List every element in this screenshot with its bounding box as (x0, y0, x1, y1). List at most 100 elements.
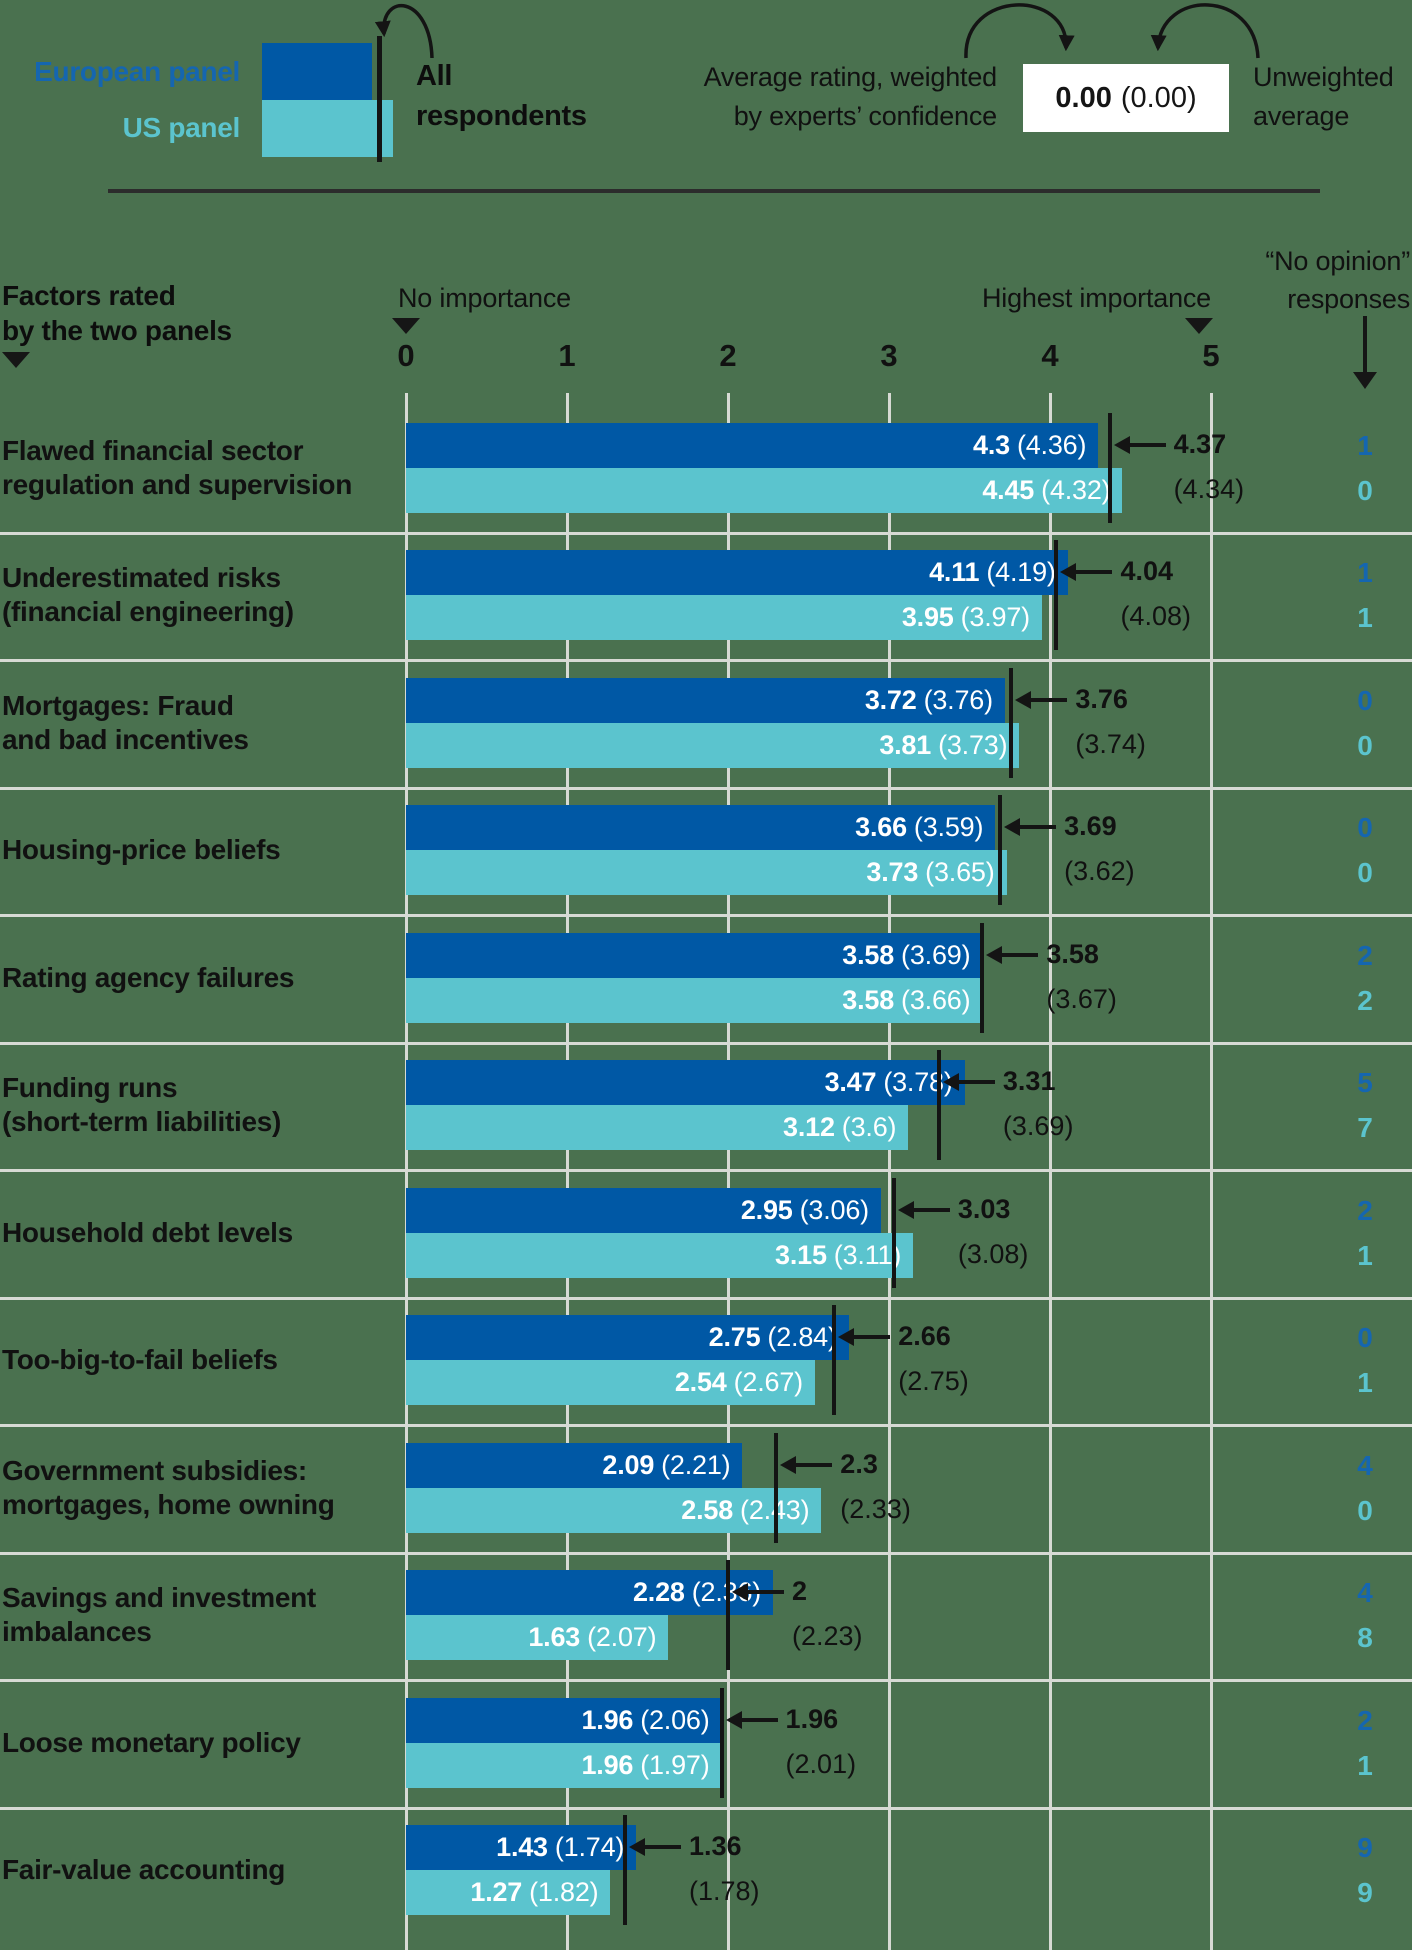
all-respondents-arrow-head (1060, 563, 1077, 581)
us-panel-bar: 3.81 (3.73) (406, 722, 1020, 768)
factor-row: Mortgages: Fraud and bad incentives 3.72 (3… (0, 661, 1412, 789)
factor-label: Mortgages: Fraud and bad incentives (2, 661, 394, 785)
all-respondents-value: 3.31 (3.69) (1002, 1066, 1074, 1141)
no-opinion-count-us: 8 (1357, 1622, 1373, 1653)
all-respondents-arrow-head (986, 945, 1003, 964)
all-respondents-marker (980, 922, 985, 1033)
factor-row: Household debt levels 2.95 (3.06) 3.15 (3.11… (0, 1171, 1412, 1299)
all-respondents-arrow-head (838, 1328, 855, 1346)
factor-label-text: Mortgages: Fraud and bad incentives (2, 689, 249, 755)
factor-label: Flawed financial sector regulation and su… (2, 406, 394, 530)
no-opinion-count-eu: 0 (1357, 1322, 1373, 1353)
all-respondents-marker (726, 1560, 730, 1670)
no-opinion-count-eu: 2 (1357, 939, 1373, 971)
us-panel-bar: 3.15 (3.11) (406, 1232, 914, 1278)
factor-row: Housing-price beliefs 3.66 (3.59) 3.73 (3.65… (0, 788, 1412, 916)
no-opinion-count-eu: 9 (1357, 1832, 1373, 1863)
all-respondents-marker (891, 1177, 896, 1288)
no-opinion-count-eu: 0 (1357, 684, 1373, 716)
no-opinion-down-arrow (1363, 316, 1367, 374)
us-panel-bar: 1.63 (2.07) (406, 1615, 669, 1660)
eu-panel-bar: 2.28(2.36) (406, 1570, 774, 1615)
us-panel-bar: 3.73 (3.65) (406, 850, 1007, 895)
factor-row: Rating agency failures 3.58 (3.69) 3.58 (3.6… (0, 916, 1412, 1044)
all-respondents-arrow-line (852, 1335, 891, 1339)
factor-label: Rating agency failures (2, 916, 394, 1040)
all-respondents-marker (719, 1687, 724, 1798)
factor-label: Household debt levels (2, 1171, 394, 1295)
all-respondents-arrow-line (794, 1462, 833, 1467)
factor-label: Housing-price beliefs (2, 788, 394, 912)
eu-panel-bar: 4.3 (4.36) (406, 422, 1099, 468)
all-respondents-marker (774, 1432, 779, 1543)
all-respondents-value: 2.66 (2.75) (898, 1321, 969, 1396)
factor-row: Government subsidies: mortgages, home own… (0, 1426, 1412, 1554)
all-respondents-arrow-head (942, 1073, 959, 1091)
factor-row: Funding runs (short-term liabilities) 3.47… (0, 1043, 1412, 1171)
no-importance-label: No importance (398, 283, 571, 313)
row-separator-10 (0, 1806, 1412, 1810)
row-separator-9 (0, 1679, 1412, 1682)
eu-panel-bar: 1.43 (1.74) (406, 1825, 637, 1870)
row-separator-7 (0, 1424, 1412, 1427)
weighted-average-arrow (964, 3, 1075, 59)
all-respondents-arrow-line (1029, 697, 1068, 702)
row-separator-1 (0, 659, 1412, 662)
all-respondents-arrow-line (911, 1207, 950, 1212)
factors-header: Factors rated by the two panels (2, 280, 232, 346)
all-respondents-arrow-head (780, 1455, 797, 1474)
all-respondents-marker (1009, 667, 1014, 778)
all-respondents-arrow (374, 3, 434, 59)
no-opinion-count-eu: 2 (1357, 1194, 1373, 1226)
all-respondents-arrow-head (725, 1710, 742, 1729)
us-panel-bar: 2.58(2.43) (406, 1487, 822, 1533)
eu-panel-bar: 2.09 (2.21) (406, 1442, 743, 1488)
factors-pointer-triangle (2, 352, 30, 368)
all-respondents-arrow-line (1018, 825, 1057, 829)
all-respondents-arrow-line (642, 1845, 681, 1849)
all-respondents-marker (998, 795, 1003, 905)
legend-all-respondents-marker (377, 36, 382, 162)
all-respondents-arrow-head (1113, 435, 1130, 454)
all-respondents-arrow-line (1000, 952, 1039, 957)
no-opinion-count-us: 1 (1357, 1749, 1373, 1781)
factor-label: Savings and investment imbalances (2, 1553, 394, 1677)
weighted-average-note: Average rating, weighted by experts’ con… (703, 62, 998, 131)
no-opinion-count-eu: 1 (1357, 557, 1373, 588)
all-respondents-marker (936, 1050, 941, 1160)
no-opinion-count-us: 0 (1357, 729, 1373, 761)
all-respondents-arrow-line (1074, 570, 1113, 574)
no-importance-pointer-triangle (392, 318, 420, 334)
example-value-box: 0.00 (0.00) (1023, 64, 1229, 132)
all-respondents-arrow-head (628, 1838, 645, 1856)
factor-row: Flawed financial sector regulation and su… (0, 406, 1412, 534)
all-respondents-marker (1107, 412, 1112, 523)
no-opinion-count-us: 0 (1357, 1494, 1373, 1526)
factor-row: Fair-value accounting 1.43 (1.74) 1.27 (1.82… (0, 1808, 1412, 1936)
all-respondents-arrow-line (739, 1717, 778, 1722)
legend-us-bar-swatch (262, 100, 393, 157)
all-respondents-value: 4.37 (4.34) (1173, 428, 1245, 504)
factor-label-text: Fair-value accounting (2, 1854, 286, 1885)
factor-label-text: Loose monetary policy (2, 1726, 301, 1758)
eu-panel-bar: 3.66 (3.59) (406, 805, 996, 850)
no-opinion-count-us: 9 (1357, 1877, 1373, 1908)
eu-panel-bar: 3.72 (3.76) (406, 677, 1005, 723)
all-respondents-marker (622, 1815, 627, 1925)
row-separator-3 (0, 914, 1412, 917)
legend-eu-label: European panel (34, 56, 240, 87)
eu-panel-bar: 3.47 (3.78) (406, 1060, 965, 1105)
factor-label: Government subsidies: mortgages, home own… (2, 1426, 394, 1550)
us-panel-bar: 3.95 (3.97) (406, 595, 1042, 640)
axis-tick-2: 2 (719, 338, 737, 373)
factor-label-text: Too-big-to-fail beliefs (2, 1344, 278, 1375)
no-opinion-count-eu: 4 (1357, 1449, 1373, 1481)
no-opinion-down-arrow-head (1353, 372, 1377, 389)
all-respondents-value: 2.3 (2.33) (840, 1448, 911, 1524)
no-opinion-count-us: 1 (1357, 602, 1373, 633)
us-panel-bar: 1.27 (1.82) (406, 1870, 611, 1915)
factor-label-text: Rating agency failures (2, 961, 295, 993)
row-separator-0 (0, 531, 1412, 535)
